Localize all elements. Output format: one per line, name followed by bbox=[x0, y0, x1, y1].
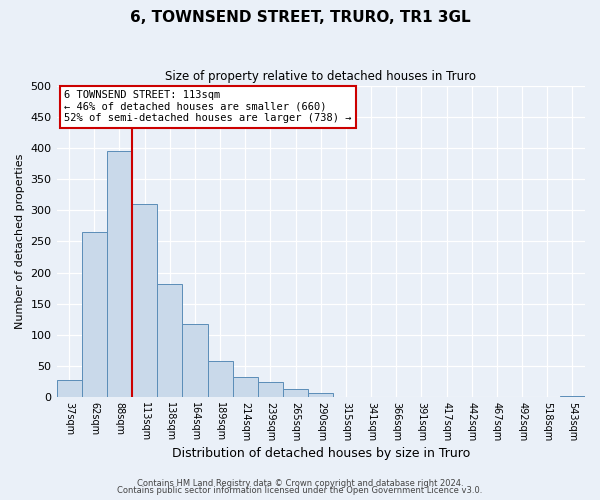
Y-axis label: Number of detached properties: Number of detached properties bbox=[15, 154, 25, 329]
Bar bbox=[283, 389, 308, 397]
Bar bbox=[233, 378, 258, 397]
Bar bbox=[308, 394, 334, 397]
Text: 6, TOWNSEND STREET, TRURO, TR1 3GL: 6, TOWNSEND STREET, TRURO, TR1 3GL bbox=[130, 10, 470, 25]
X-axis label: Distribution of detached houses by size in Truro: Distribution of detached houses by size … bbox=[172, 447, 470, 460]
Text: Contains public sector information licensed under the Open Government Licence v3: Contains public sector information licen… bbox=[118, 486, 482, 495]
Bar bbox=[560, 396, 585, 397]
Bar bbox=[334, 396, 359, 397]
Bar bbox=[132, 204, 157, 397]
Bar bbox=[258, 382, 283, 397]
Bar bbox=[208, 361, 233, 397]
Bar bbox=[82, 232, 107, 397]
Bar bbox=[157, 284, 182, 397]
Bar bbox=[56, 380, 82, 397]
Title: Size of property relative to detached houses in Truro: Size of property relative to detached ho… bbox=[165, 70, 476, 83]
Bar bbox=[107, 151, 132, 397]
Text: Contains HM Land Registry data © Crown copyright and database right 2024.: Contains HM Land Registry data © Crown c… bbox=[137, 478, 463, 488]
Text: 6 TOWNSEND STREET: 113sqm
← 46% of detached houses are smaller (660)
52% of semi: 6 TOWNSEND STREET: 113sqm ← 46% of detac… bbox=[64, 90, 352, 124]
Bar bbox=[182, 324, 208, 397]
